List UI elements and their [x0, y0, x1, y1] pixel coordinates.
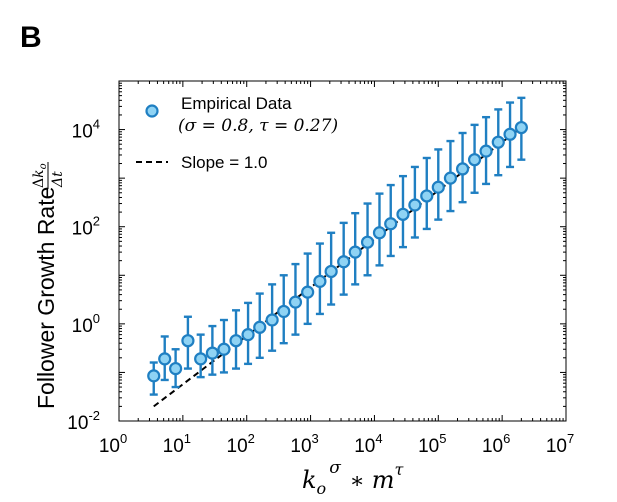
data-point — [181, 334, 195, 348]
x-tick-label: 107 — [546, 431, 574, 457]
y-axis-label-delta: Δ — [31, 178, 47, 188]
x-axis-label-tau: τ — [395, 460, 405, 479]
data-point — [408, 198, 422, 212]
data-point — [313, 274, 327, 288]
data-point — [420, 189, 434, 203]
data-point — [158, 352, 172, 366]
data-point — [217, 342, 231, 356]
x-tick-label: 105 — [418, 431, 446, 457]
data-point — [337, 255, 351, 269]
data-point — [301, 285, 315, 299]
data-point — [491, 135, 505, 149]
legend-sublabel-empirical: (σ = 0.8, τ = 0.27) — [178, 116, 338, 136]
data-point — [384, 217, 398, 231]
data-point — [324, 264, 338, 279]
data-point — [288, 295, 303, 309]
y-axis-label: Follower Growth Rate Δko Δt — [31, 162, 66, 409]
x-axis-label-o: o — [317, 479, 327, 498]
legend-label-slope: Slope = 1.0 — [181, 153, 268, 172]
data-point — [277, 304, 291, 319]
y-axis-label-k: k — [31, 169, 47, 177]
x-tick-label: 102 — [227, 431, 255, 457]
data-marks — [147, 96, 528, 408]
data-point — [514, 120, 528, 135]
data-point — [229, 334, 243, 348]
data-point — [479, 144, 493, 158]
data-point — [396, 207, 410, 221]
data-point — [431, 180, 445, 194]
data-point — [147, 369, 161, 383]
legend-marker-empirical — [145, 104, 159, 118]
x-tick-label: 100 — [99, 431, 127, 457]
y-tick-label: 102 — [72, 214, 100, 240]
data-point — [253, 320, 267, 334]
data-point — [205, 346, 219, 360]
x-axis-label-k: k — [302, 466, 317, 494]
panel-label: B — [20, 21, 42, 54]
data-point — [265, 313, 279, 327]
legend-label-empirical: Empirical Data — [181, 94, 292, 113]
data-point — [503, 127, 517, 141]
y-axis-label-o: o — [38, 163, 49, 169]
data-point — [169, 361, 183, 376]
data-point — [360, 235, 375, 249]
y-tick-label: 100 — [72, 311, 100, 337]
data-point — [443, 171, 458, 185]
x-axis-label-sigma: σ — [329, 458, 341, 478]
data-point — [241, 328, 255, 342]
y-axis-label-text: Follower Growth Rate — [33, 187, 59, 409]
data-point — [372, 226, 387, 240]
x-axis-label-star: ∗ — [350, 469, 365, 494]
y-tick-label: 104 — [72, 117, 100, 143]
data-point — [467, 153, 482, 167]
plot-area — [118, 80, 567, 422]
y-axis-label-numerator: Δko — [31, 163, 49, 188]
data-point — [455, 162, 470, 176]
x-axis-label: koσ ∗ mτ — [302, 458, 405, 498]
legend: Empirical Data (σ = 0.8, τ = 0.27) Slope… — [136, 94, 338, 172]
x-tick-label: 103 — [290, 431, 318, 457]
data-point — [194, 352, 208, 366]
x-tick-label: 104 — [354, 431, 382, 457]
plot-frame — [118, 80, 567, 422]
data-point — [348, 245, 362, 259]
x-axis-label-m: m — [372, 466, 395, 494]
x-tick-label: 106 — [482, 431, 510, 457]
x-tick-label: 101 — [163, 431, 191, 457]
y-axis-label-denominator: Δt — [50, 171, 66, 188]
y-tick-label: 10-2 — [67, 408, 100, 434]
